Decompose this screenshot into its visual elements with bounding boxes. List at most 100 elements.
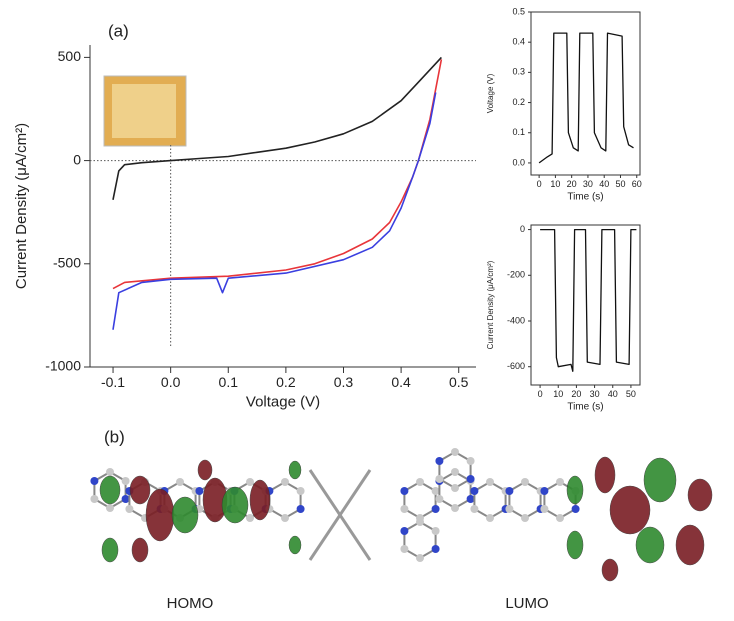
x-tick-label: 0.3 bbox=[334, 374, 354, 390]
orbital-lobe bbox=[676, 525, 704, 565]
orbital-lobe bbox=[289, 536, 301, 554]
x-tick-label: 50 bbox=[626, 389, 636, 399]
orbital-lobe bbox=[602, 559, 618, 581]
atom bbox=[281, 478, 289, 486]
y-tick-label: 0.4 bbox=[512, 37, 525, 47]
orbital-lobe bbox=[567, 476, 583, 504]
x-tick-label: 0.5 bbox=[449, 374, 469, 390]
orbital-lobe bbox=[172, 497, 198, 533]
atom bbox=[540, 505, 548, 513]
x-tick-label: 20 bbox=[567, 179, 577, 189]
x-tick-label: 20 bbox=[571, 389, 581, 399]
atom bbox=[451, 468, 459, 476]
orbital-lobe bbox=[102, 538, 118, 562]
atom bbox=[416, 518, 424, 526]
x-tick-label: 30 bbox=[590, 389, 600, 399]
x-tick-label: -0.1 bbox=[101, 374, 125, 390]
orbital-lobe bbox=[595, 457, 615, 493]
x-tick-label: 0 bbox=[537, 179, 542, 189]
atom bbox=[400, 487, 408, 495]
y-axis-label: Current Density (μA/cm²) bbox=[13, 123, 30, 289]
atom bbox=[486, 514, 494, 522]
orbital-lobe bbox=[198, 460, 212, 480]
atom bbox=[432, 545, 440, 553]
y-tick-label: 0.0 bbox=[512, 157, 525, 167]
y-tick-label: -400 bbox=[507, 315, 525, 325]
atom bbox=[556, 478, 564, 486]
x-tick-label: 30 bbox=[583, 179, 593, 189]
y-tick-label: 0.3 bbox=[512, 67, 525, 77]
atom bbox=[451, 504, 459, 512]
atom bbox=[125, 505, 133, 513]
atom bbox=[470, 487, 478, 495]
x-axis-label: Time (s) bbox=[567, 192, 603, 203]
x-tick-label: 0.0 bbox=[161, 374, 181, 390]
atom bbox=[451, 448, 459, 456]
orbital-lobe bbox=[610, 486, 650, 534]
atom bbox=[540, 487, 548, 495]
orbital-lobe bbox=[130, 476, 150, 504]
atom bbox=[400, 545, 408, 553]
x-tick-label: 40 bbox=[608, 389, 618, 399]
atom bbox=[297, 505, 305, 513]
atom bbox=[432, 527, 440, 535]
figure: (a) (b) HOMO LUMO -0.1 0.0 0.1 0.2 0.3 0.4 0.5… bbox=[0, 0, 734, 616]
orbital-lobe bbox=[289, 461, 301, 479]
orbital-lobe bbox=[567, 531, 583, 559]
atom bbox=[451, 484, 459, 492]
x-tick-label: 60 bbox=[632, 179, 642, 189]
y-axis-label: Current Density (μA/cm²) bbox=[486, 260, 495, 349]
atom bbox=[505, 505, 513, 513]
panel-label: (b) bbox=[104, 427, 125, 446]
x-tick-label: 0.1 bbox=[219, 374, 239, 390]
orbital-lobe bbox=[222, 487, 248, 523]
orbital-label: LUMO bbox=[505, 595, 548, 612]
panel-label: (a) bbox=[108, 21, 129, 40]
atom bbox=[505, 487, 513, 495]
atom bbox=[435, 457, 443, 465]
atom bbox=[246, 514, 254, 522]
x-tick-label: 10 bbox=[553, 389, 563, 399]
atom bbox=[90, 477, 98, 485]
atom bbox=[486, 478, 494, 486]
x-tick-label: 0.4 bbox=[391, 374, 411, 390]
atom bbox=[470, 505, 478, 513]
atom bbox=[521, 514, 529, 522]
atom bbox=[297, 487, 305, 495]
y-tick-label: 0.2 bbox=[512, 97, 525, 107]
atom bbox=[556, 514, 564, 522]
orbital-lobe bbox=[146, 489, 174, 541]
atom bbox=[122, 477, 130, 485]
atom bbox=[246, 478, 254, 486]
atom bbox=[122, 495, 130, 503]
orbital-lobe bbox=[100, 476, 120, 504]
y-tick-label: -600 bbox=[507, 361, 525, 371]
y-tick-label: 0 bbox=[520, 224, 525, 234]
atom bbox=[467, 457, 475, 465]
y-tick-label: -500 bbox=[53, 254, 81, 270]
y-tick-label: 0.1 bbox=[512, 127, 525, 137]
orbital-lobe bbox=[132, 538, 148, 562]
atom bbox=[400, 527, 408, 535]
y-tick-label: 0 bbox=[73, 151, 81, 167]
atom bbox=[467, 475, 475, 483]
x-axis-label: Time (s) bbox=[567, 402, 603, 413]
orbital-lobe bbox=[644, 458, 676, 502]
orbital-label: HOMO bbox=[167, 595, 214, 612]
x-tick-label: 50 bbox=[615, 179, 625, 189]
atom bbox=[432, 505, 440, 513]
atom bbox=[176, 478, 184, 486]
atom bbox=[106, 468, 114, 476]
atom bbox=[195, 487, 203, 495]
atom bbox=[467, 495, 475, 503]
y-tick-label: -200 bbox=[507, 270, 525, 280]
atom bbox=[90, 495, 98, 503]
y-tick-label: -1000 bbox=[45, 358, 81, 374]
device-photo-film bbox=[112, 84, 176, 138]
atom bbox=[572, 505, 580, 513]
x-tick-label: 10 bbox=[550, 179, 560, 189]
atom bbox=[416, 554, 424, 562]
orbital-lobe bbox=[250, 480, 270, 520]
y-axis-label: Voltage (V) bbox=[486, 73, 495, 113]
atom bbox=[400, 505, 408, 513]
